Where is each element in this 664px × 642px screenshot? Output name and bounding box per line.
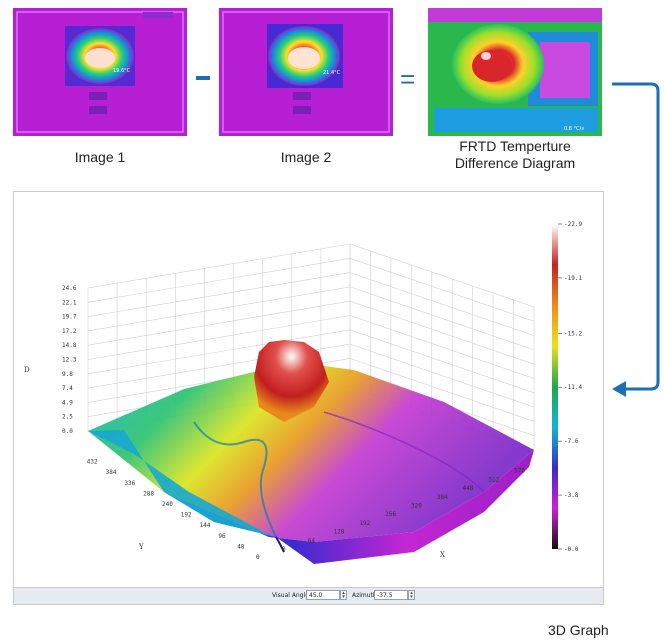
grid-line: [349, 243, 535, 308]
caption-frtd-line2: Difference Diagram: [454, 155, 576, 171]
x-axis-ticks: 0 64 128 192 256 320 384 448 512 576: [282, 468, 525, 553]
color-bar-tick-label: -11.4: [564, 384, 582, 391]
grid-line: [87, 300, 351, 346]
y-tick-label: 192: [181, 512, 192, 519]
image1-thermal: 19.6°C: [13, 8, 187, 136]
color-bar-tick-label: -0.0: [564, 546, 579, 553]
z-tick-label: 19.7: [62, 313, 77, 320]
z-axis-ticks: 0.0 2.5 4.9 7.4 9.8 12.3 14.8 17.2 19.7 22.1 24.6: [62, 285, 77, 435]
image1-readout: 19.6°C: [113, 68, 131, 74]
z-tick-label: 0.0: [62, 428, 73, 435]
image2-thermal: 21.4°C: [219, 8, 393, 136]
y-tick-label: 432: [87, 459, 98, 466]
y-tick-label: 384: [106, 469, 117, 476]
azimuth-spinner[interactable]: ▴ ▾: [408, 590, 415, 600]
z-tick-label: 2.5: [62, 413, 73, 420]
visual-angle-input[interactable]: 45.0: [306, 590, 340, 600]
grid-line: [87, 286, 351, 332]
azimuth-label: Azimuth: [352, 592, 377, 599]
grid-line: [349, 329, 535, 394]
graph-panel: 0.0 2.5 4.9 7.4 9.8 12.3 14.8 17.2 19.7 22.1 24.6 …: [13, 191, 604, 605]
color-bar-tick-label: -7.6: [564, 438, 579, 445]
z-tick-label: 9.8: [62, 371, 73, 378]
grid-line: [349, 286, 535, 351]
color-bar-tick-label: -22.9: [564, 221, 582, 228]
y-tick-label: 96: [218, 533, 226, 540]
visual-angle-spinner[interactable]: ▴ ▾: [340, 590, 347, 600]
x-tick-label: 128: [334, 529, 345, 536]
z-tick-label: 4.9: [62, 400, 73, 407]
x-axis-label: X: [440, 551, 445, 559]
equals-operator: =: [400, 64, 416, 94]
view-controls-bar: Visual Angle 45.0 ▴ ▾ Azimuth -37.5 ▴ ▾: [14, 587, 603, 604]
caption-frtd-line1: FRTD Temperture: [459, 138, 571, 154]
z-tick-label: 14.8: [62, 342, 77, 349]
y-axis-label: Y: [138, 543, 144, 551]
y-tick-label: 240: [162, 501, 173, 508]
x-tick-label: 448: [463, 485, 474, 492]
grid-line: [87, 243, 351, 289]
z-tick-label: 22.1: [62, 300, 77, 307]
grid-line: [349, 315, 535, 379]
y-tick-label: 0: [256, 554, 260, 561]
color-bar-tick-label: -19.1: [564, 275, 582, 282]
grid-line: [349, 272, 535, 336]
z-axis-label: D: [24, 366, 30, 374]
frtd-thermal: 0.8 °C/s: [428, 8, 602, 136]
grid-line: [349, 300, 535, 365]
color-bar: [552, 224, 558, 549]
azimuth-input[interactable]: -37.5: [374, 590, 408, 600]
grid-line: [87, 315, 351, 360]
grid-line: [349, 358, 535, 422]
caption-3d-graph: 3D Graph: [548, 622, 609, 638]
x-tick-label: 256: [385, 511, 396, 518]
grid-line: [87, 272, 351, 317]
z-tick-label: 17.2: [62, 328, 77, 335]
frtd-readout: 0.8 °C/s: [564, 126, 584, 132]
color-bar-ticks: -0.0 -3.8 -7.6 -11.4 -15.2 -19.1 -22.9: [558, 221, 582, 553]
x-tick-label: 576: [514, 468, 525, 475]
z-tick-label: 24.6: [62, 285, 77, 292]
grid-line: [87, 258, 351, 303]
caption-image2: Image 2: [280, 149, 332, 165]
z-tick-label: 7.4: [62, 385, 73, 392]
image2-readout: 21.4°C: [323, 70, 341, 76]
x-tick-label: 320: [411, 503, 422, 510]
y-tick-label: 144: [200, 522, 211, 529]
x-tick-label: 192: [359, 520, 370, 527]
color-bar-tick-label: -3.8: [564, 492, 579, 499]
visual-angle-label: Visual Angle: [272, 592, 309, 599]
grid-line: [349, 343, 535, 408]
x-tick-label: 384: [437, 494, 448, 501]
caption-image1: Image 1: [74, 149, 126, 165]
grid-line: [87, 329, 351, 375]
minus-operator: [196, 76, 210, 80]
surface-mesh: [88, 340, 534, 564]
y-axis-ticks: 0 48 96 144 192 240 288 336 384 432: [87, 459, 260, 561]
z-tick-label: 12.3: [62, 357, 77, 364]
surface-plot[interactable]: 0.02.54.97.49.812.314.817.219.722.124.6 …: [14, 192, 603, 587]
grid-line: [349, 258, 535, 322]
x-tick-label: 0: [282, 546, 286, 553]
y-tick-label: 48: [237, 543, 245, 550]
x-tick-label: 64: [308, 537, 316, 544]
color-bar-tick-label: -15.2: [564, 330, 582, 337]
y-tick-label: 288: [143, 490, 154, 497]
y-tick-label: 336: [124, 480, 135, 487]
x-tick-label: 512: [488, 476, 499, 483]
